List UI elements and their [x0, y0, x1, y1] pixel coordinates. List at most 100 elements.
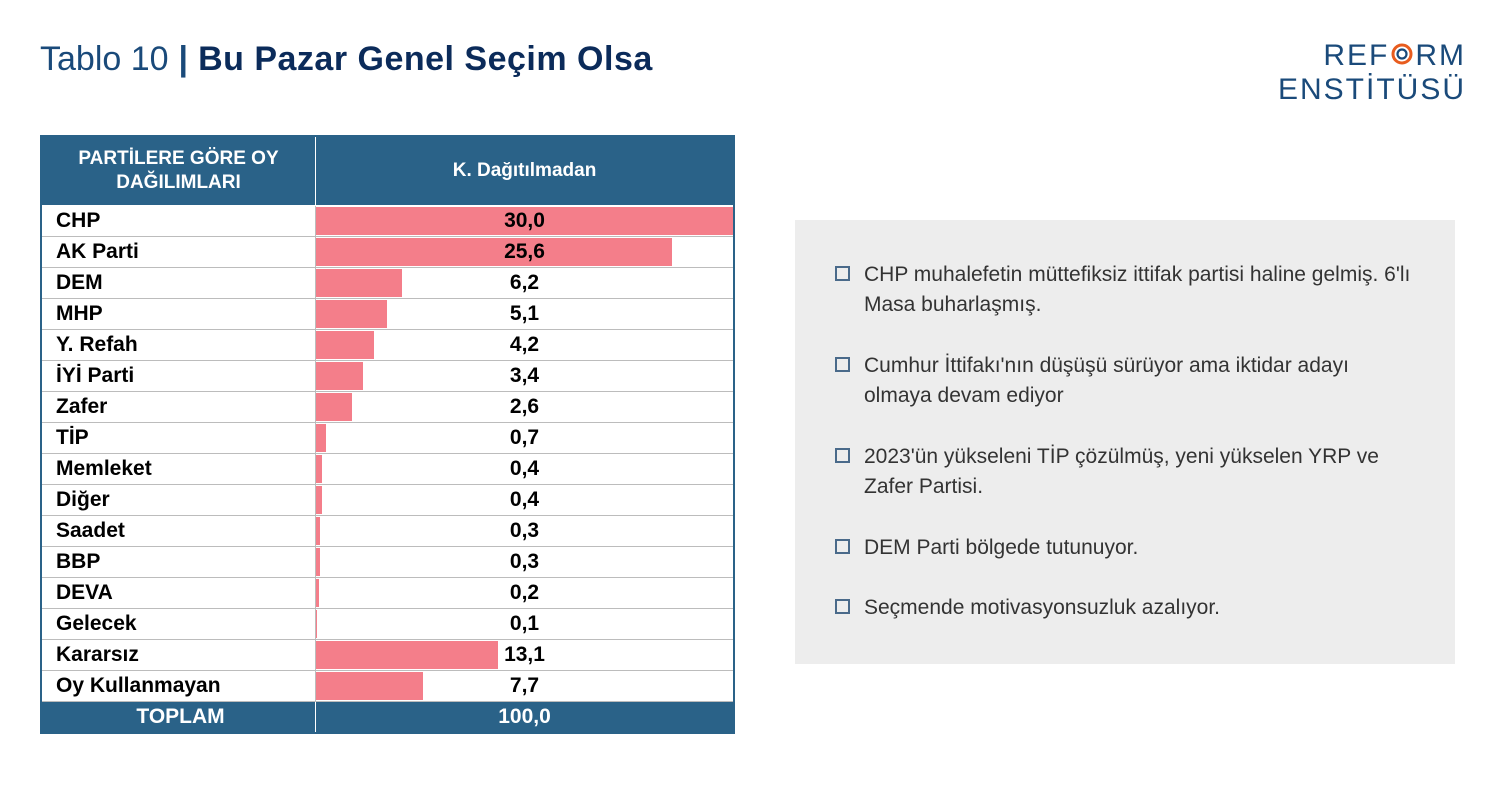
header-row: Tablo 10 | Bu Pazar Genel Seçim Olsa REF… — [40, 40, 1466, 105]
table-row: Gelecek0,1 — [41, 608, 734, 639]
info-item-text: Seçmende motivasyonsuzluk azalıyor. — [864, 593, 1220, 623]
title-main: Bu Pazar Genel Seçim Olsa — [198, 40, 653, 79]
table-row: Oy Kullanmayan7,7 — [41, 670, 734, 701]
bar-cell: 0,4 — [316, 484, 734, 515]
info-item: CHP muhalefetin müttefiksiz ittifak part… — [835, 260, 1415, 321]
bar-cell: 2,6 — [316, 391, 734, 422]
table-body: CHP30,0AK Parti25,6DEM6,2MHP5,1Y. Refah4… — [41, 205, 734, 733]
table-row: TİP0,7 — [41, 422, 734, 453]
bar-cell: 30,0 — [316, 205, 734, 236]
total-value-cell: 100,0 — [316, 701, 734, 733]
title-prefix: Tablo 10 — [40, 40, 169, 79]
content-row: PARTİLERE GÖRE OY DAĞILIMLARI K. Dağıtıl… — [40, 135, 1466, 734]
bar-cell: 0,3 — [316, 515, 734, 546]
bar-value-label: 2,6 — [316, 392, 733, 422]
brand-logo: REF RM ENSTİTÜSÜ — [1278, 40, 1466, 105]
slide-title: Tablo 10 | Bu Pazar Genel Seçim Olsa — [40, 40, 653, 79]
info-item: Cumhur İttifakı'nın düşüşü sürüyor ama i… — [835, 351, 1415, 412]
party-cell: Memleket — [41, 453, 316, 484]
party-cell: AK Parti — [41, 236, 316, 267]
party-cell: BBP — [41, 546, 316, 577]
table-row: MHP5,1 — [41, 298, 734, 329]
title-separator: | — [179, 40, 189, 79]
table-row: Memleket0,4 — [41, 453, 734, 484]
table-row: Diğer0,4 — [41, 484, 734, 515]
table-row: Kararsız13,1 — [41, 639, 734, 670]
party-cell: DEM — [41, 267, 316, 298]
bullet-icon — [835, 539, 850, 554]
bullet-icon — [835, 357, 850, 372]
bar-value-label: 6,2 — [316, 268, 733, 298]
info-item: 2023'ün yükseleni TİP çözülmüş, yeni yük… — [835, 442, 1415, 503]
logo-line-1: REF RM — [1278, 40, 1466, 74]
bar-value-label: 7,7 — [316, 671, 733, 701]
party-cell: Kararsız — [41, 639, 316, 670]
bar-value-label: 0,4 — [316, 454, 733, 484]
bar-value-label: 13,1 — [316, 640, 733, 670]
bar-cell: 4,2 — [316, 329, 734, 360]
bar-cell: 0,1 — [316, 608, 734, 639]
bar-cell: 5,1 — [316, 298, 734, 329]
party-cell: Diğer — [41, 484, 316, 515]
bar-value-label: 0,3 — [316, 547, 733, 577]
bar-value-label: 5,1 — [316, 299, 733, 329]
bar-cell: 0,3 — [316, 546, 734, 577]
bar-value-label: 0,3 — [316, 516, 733, 546]
table-row: Zafer2,6 — [41, 391, 734, 422]
logo-text-pre: REF — [1323, 39, 1389, 72]
info-box: CHP muhalefetin müttefiksiz ittifak part… — [795, 220, 1455, 664]
bar-cell: 6,2 — [316, 267, 734, 298]
info-item-text: Cumhur İttifakı'nın düşüşü sürüyor ama i… — [864, 351, 1415, 412]
bar-cell: 7,7 — [316, 670, 734, 701]
bullet-icon — [835, 266, 850, 281]
info-item-text: CHP muhalefetin müttefiksiz ittifak part… — [864, 260, 1415, 321]
logo-ring-icon — [1389, 41, 1415, 74]
table-row: DEVA0,2 — [41, 577, 734, 608]
logo-line-2: ENSTİTÜSÜ — [1278, 74, 1466, 106]
party-cell: Gelecek — [41, 608, 316, 639]
bar-value-label: 25,6 — [316, 237, 733, 267]
info-item: Seçmende motivasyonsuzluk azalıyor. — [835, 593, 1415, 623]
bar-cell: 3,4 — [316, 360, 734, 391]
info-item: DEM Parti bölgede tutunuyor. — [835, 533, 1415, 563]
table-total-row: TOPLAM100,0 — [41, 701, 734, 733]
party-cell: MHP — [41, 298, 316, 329]
table-row: Saadet0,3 — [41, 515, 734, 546]
info-item-text: 2023'ün yükseleni TİP çözülmüş, yeni yük… — [864, 442, 1415, 503]
table-row: Y. Refah4,2 — [41, 329, 734, 360]
party-cell: Oy Kullanmayan — [41, 670, 316, 701]
bar-value-label: 0,1 — [316, 609, 733, 639]
bar-cell: 0,2 — [316, 577, 734, 608]
bar-value-label: 0,2 — [316, 578, 733, 608]
bar-cell: 0,7 — [316, 422, 734, 453]
party-cell: Zafer — [41, 391, 316, 422]
info-item-text: DEM Parti bölgede tutunuyor. — [864, 533, 1138, 563]
table-row: İYİ Parti3,4 — [41, 360, 734, 391]
table-header-bar: K. Dağıtılmadan — [316, 136, 734, 205]
slide: Tablo 10 | Bu Pazar Genel Seçim Olsa REF… — [0, 0, 1506, 802]
bar-value-label: 0,7 — [316, 423, 733, 453]
party-cell: DEVA — [41, 577, 316, 608]
table-header-row: PARTİLERE GÖRE OY DAĞILIMLARI K. Dağıtıl… — [41, 136, 734, 205]
party-cell: İYİ Parti — [41, 360, 316, 391]
bar-cell: 13,1 — [316, 639, 734, 670]
party-cell: Y. Refah — [41, 329, 316, 360]
table-row: AK Parti25,6 — [41, 236, 734, 267]
bar-value-label: 4,2 — [316, 330, 733, 360]
total-label-cell: TOPLAM — [41, 701, 316, 733]
table-row: BBP0,3 — [41, 546, 734, 577]
logo-text-post: RM — [1415, 39, 1466, 72]
bullet-icon — [835, 599, 850, 614]
poll-table: PARTİLERE GÖRE OY DAĞILIMLARI K. Dağıtıl… — [40, 135, 735, 734]
bar-value-label: 0,4 — [316, 485, 733, 515]
bullet-icon — [835, 448, 850, 463]
party-cell: CHP — [41, 205, 316, 236]
party-cell: TİP — [41, 422, 316, 453]
table-row: CHP30,0 — [41, 205, 734, 236]
bar-value-label: 30,0 — [316, 206, 733, 236]
table-header-party: PARTİLERE GÖRE OY DAĞILIMLARI — [41, 136, 316, 205]
bar-cell: 25,6 — [316, 236, 734, 267]
info-list: CHP muhalefetin müttefiksiz ittifak part… — [835, 260, 1415, 624]
bar-cell: 0,4 — [316, 453, 734, 484]
total-value-label: 100,0 — [316, 702, 733, 732]
